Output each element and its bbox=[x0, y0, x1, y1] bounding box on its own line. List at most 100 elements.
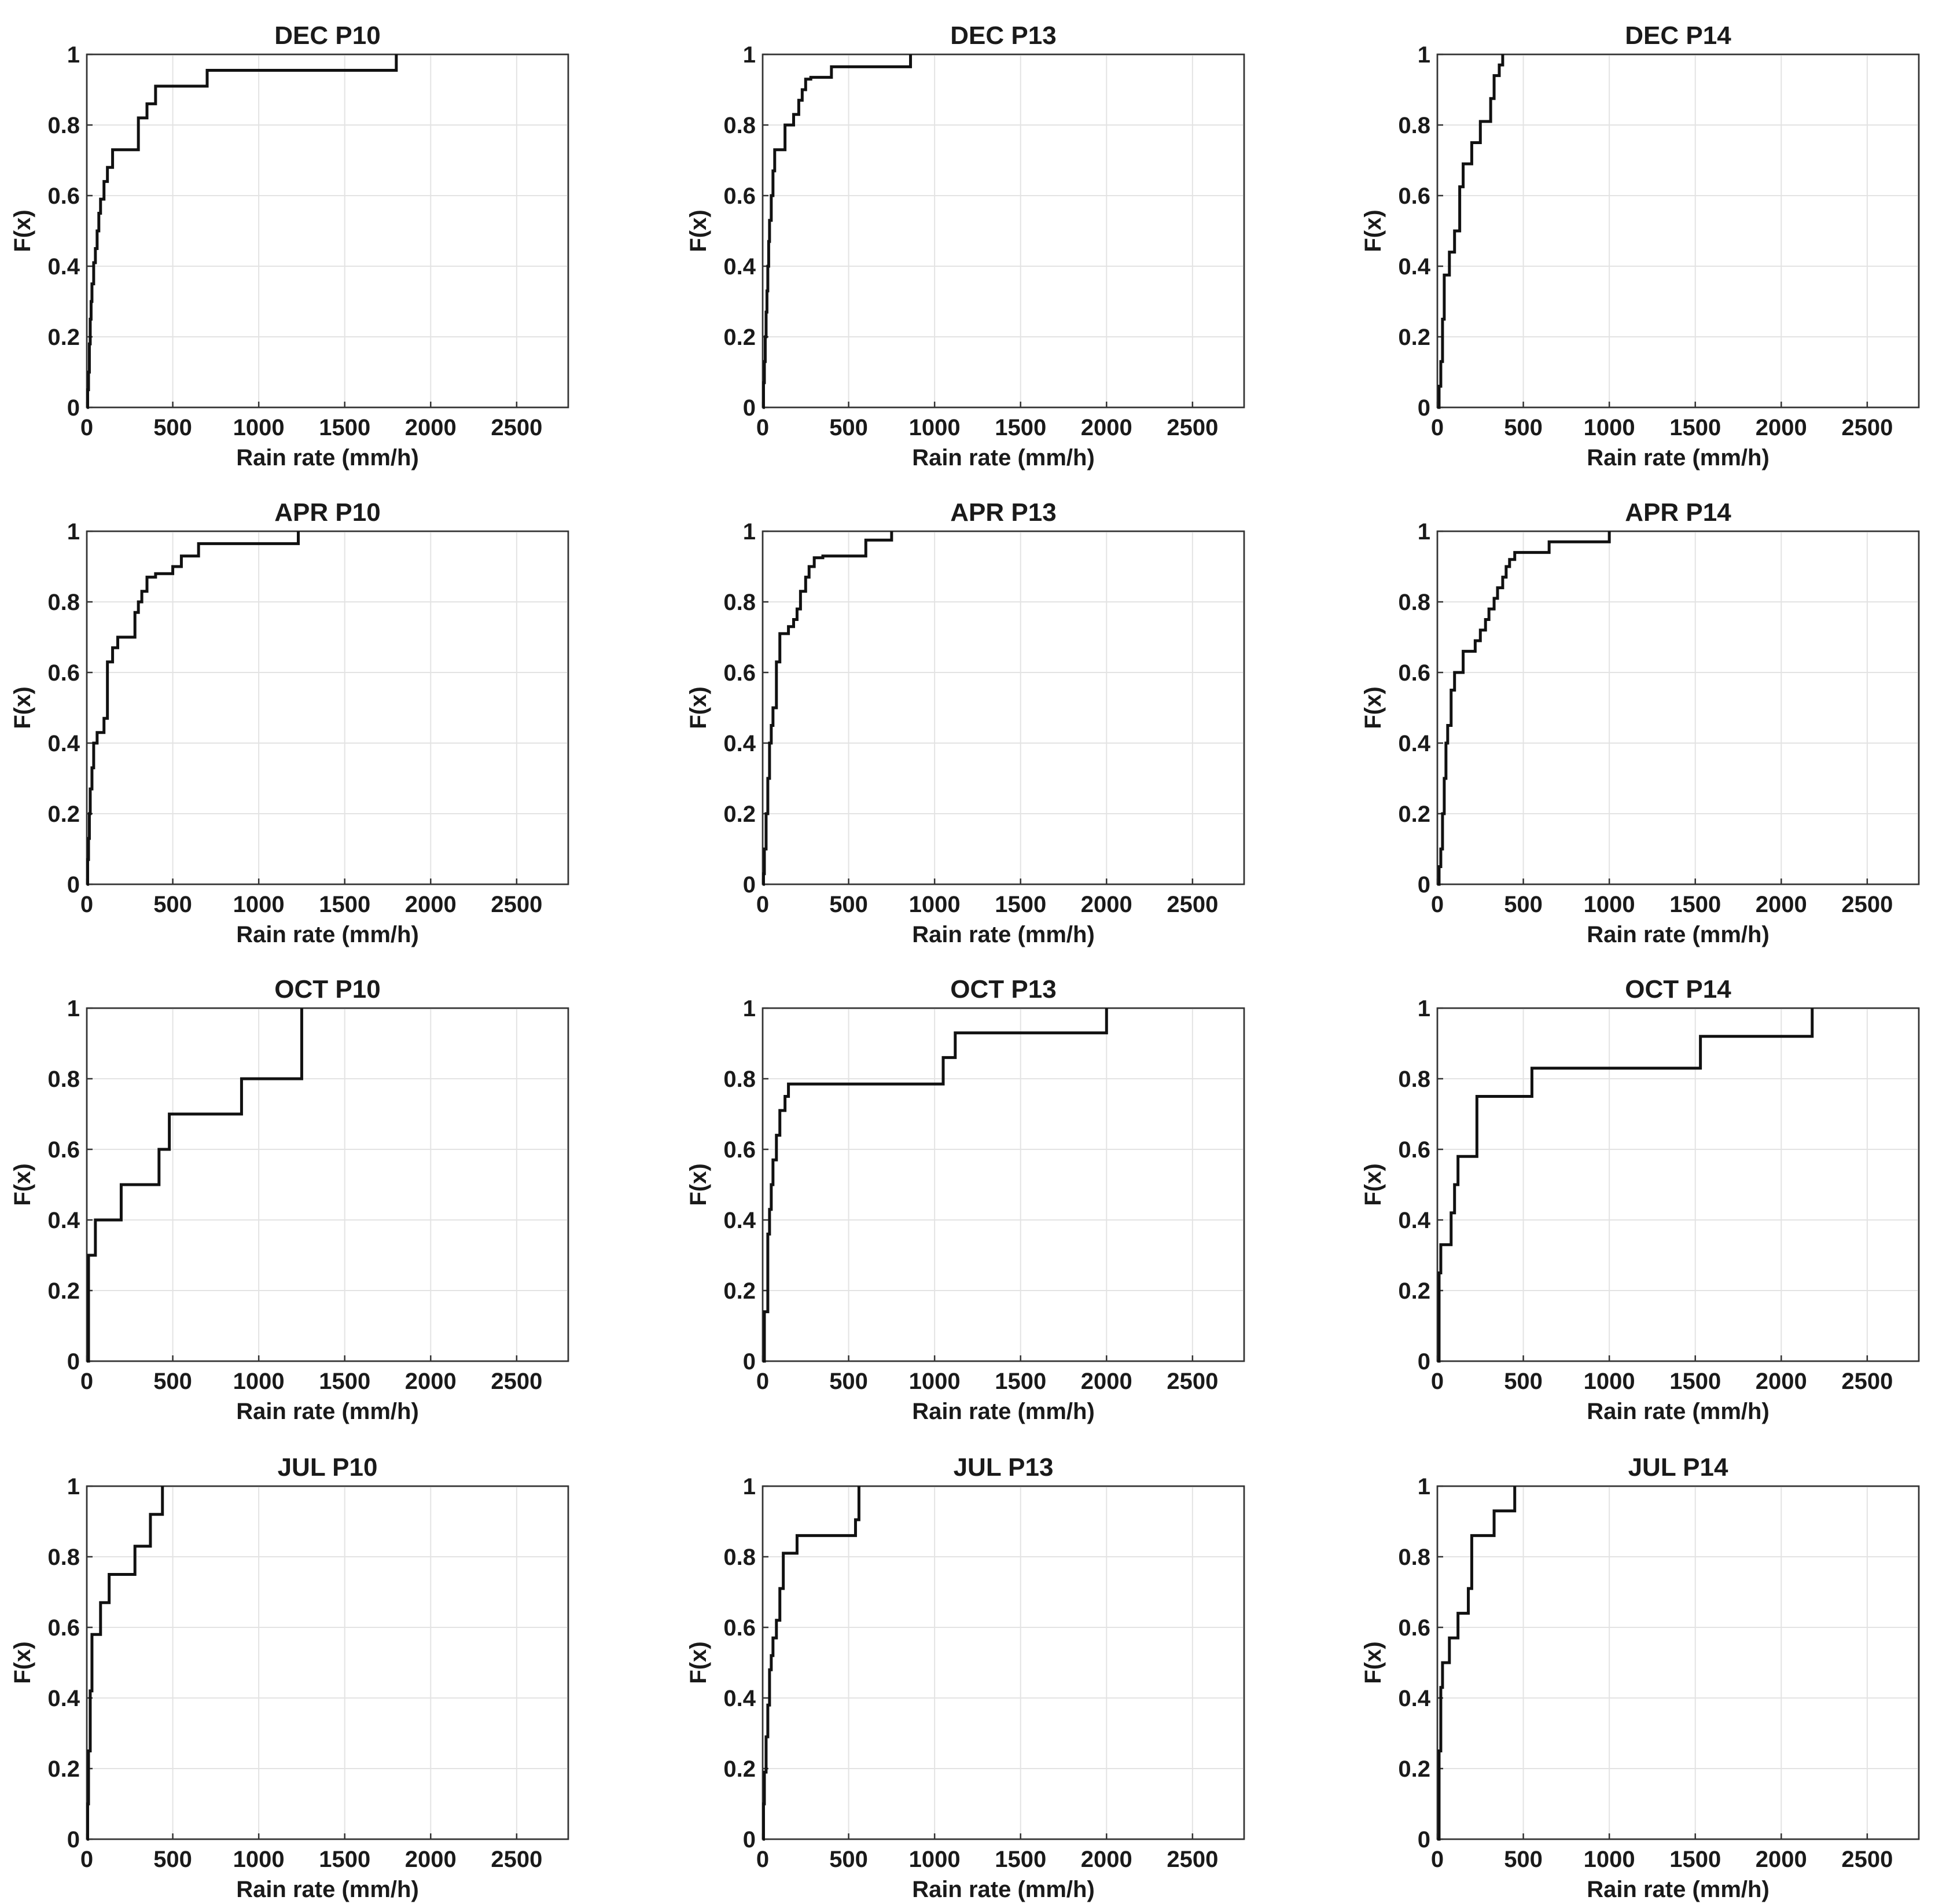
y-tick-label: 1 bbox=[743, 1474, 756, 1499]
x-axis-label: Rain rate (mm/h) bbox=[912, 922, 1095, 947]
y-tick-label: 1 bbox=[1418, 996, 1430, 1021]
x-tick-label: 1000 bbox=[1584, 1369, 1635, 1394]
x-tick-label: 2500 bbox=[491, 1369, 542, 1394]
axes-frame bbox=[1436, 1007, 1920, 1362]
x-tick-label: 2000 bbox=[1756, 415, 1807, 440]
x-tick-label: 1000 bbox=[909, 1369, 961, 1394]
y-tick-label: 1 bbox=[67, 42, 80, 68]
y-tick-label: 0.6 bbox=[47, 183, 80, 209]
y-tick-label: 0.4 bbox=[47, 731, 80, 756]
y-tick-label: 0.8 bbox=[1398, 1067, 1430, 1092]
y-tick-label: 0.4 bbox=[1398, 254, 1430, 280]
y-axis-label: F(x) bbox=[1360, 1163, 1386, 1205]
x-tick-label: 1000 bbox=[909, 892, 961, 917]
axes-box bbox=[86, 53, 569, 409]
chart-panel-10: 0 500 1000 1500 2000 2500 0 0.2 0.4 0.6 0.8 1 JUL P1… bbox=[686, 1453, 1245, 1902]
panel-title: APR P13 bbox=[950, 498, 1056, 527]
y-axis-label: F(x) bbox=[10, 686, 35, 729]
x-axis-label: Rain rate (mm/h) bbox=[912, 1877, 1095, 1902]
panel-title: OCT P13 bbox=[950, 975, 1056, 1004]
y-axis-label: F(x) bbox=[686, 209, 711, 252]
y-tick-label: 0.6 bbox=[47, 660, 80, 686]
panel-title: APR P14 bbox=[1625, 498, 1731, 527]
y-tick-label: 0.2 bbox=[1398, 802, 1430, 827]
chart-panel-1: 0 500 1000 1500 2000 2500 0 0.2 0.4 0.6 0.8 1 DEC P1… bbox=[686, 21, 1245, 471]
y-tick-label: 0.4 bbox=[47, 1208, 80, 1233]
x-tick-label: 2500 bbox=[491, 892, 542, 917]
y-tick-label: 0.4 bbox=[47, 254, 80, 280]
x-tick-label: 0 bbox=[756, 415, 769, 440]
x-tick-label: 1000 bbox=[1584, 892, 1635, 917]
x-tick-label: 1500 bbox=[1669, 1847, 1721, 1872]
chart-panel-4: 0 500 1000 1500 2000 2500 0 0.2 0.4 0.6 0.8 1 APR P1… bbox=[686, 498, 1245, 947]
y-tick-label: 0.2 bbox=[723, 1278, 756, 1304]
cdf-series-line bbox=[763, 1008, 1108, 1363]
x-tick-label: 2500 bbox=[491, 415, 542, 440]
y-tick-label: 0 bbox=[67, 1827, 80, 1852]
panel-title: OCT P10 bbox=[274, 975, 380, 1004]
x-tick-label: 0 bbox=[1431, 1369, 1444, 1394]
x-tick-label: 500 bbox=[1504, 1847, 1543, 1872]
x-tick-label: 1500 bbox=[319, 1369, 370, 1394]
x-tick-label: 2500 bbox=[1167, 892, 1218, 917]
y-tick-label: 1 bbox=[743, 519, 756, 545]
cdf-series-line bbox=[1437, 1486, 1517, 1841]
y-tick-label: 0.8 bbox=[1398, 1545, 1430, 1570]
axes-box bbox=[762, 1485, 1245, 1840]
y-tick-label: 0.6 bbox=[47, 1615, 80, 1641]
x-tick-label: 500 bbox=[829, 1369, 868, 1394]
x-tick-label: 1000 bbox=[233, 1847, 285, 1872]
y-tick-label: 1 bbox=[67, 996, 80, 1021]
y-tick-label: 1 bbox=[1418, 1474, 1430, 1499]
axes-frame bbox=[86, 53, 569, 409]
y-tick-label: 0 bbox=[743, 395, 756, 421]
y-tick-label: 0.8 bbox=[1398, 590, 1430, 615]
x-tick-label: 0 bbox=[756, 1847, 769, 1872]
panel-title: DEC P13 bbox=[950, 21, 1056, 50]
y-axis-label: F(x) bbox=[10, 1641, 35, 1684]
axes-box bbox=[1436, 530, 1920, 885]
y-tick-label: 0.4 bbox=[723, 254, 756, 280]
y-axis-label: F(x) bbox=[686, 1163, 711, 1205]
x-axis-label: Rain rate (mm/h) bbox=[1587, 1877, 1770, 1902]
y-tick-label: 1 bbox=[743, 42, 756, 68]
x-tick-label: 0 bbox=[80, 892, 93, 917]
x-tick-label: 1000 bbox=[1584, 415, 1635, 440]
y-tick-label: 0 bbox=[67, 872, 80, 898]
x-tick-label: 2000 bbox=[405, 1369, 457, 1394]
x-tick-label: 500 bbox=[153, 1847, 192, 1872]
y-tick-label: 0 bbox=[1418, 1349, 1430, 1374]
y-tick-label: 0 bbox=[743, 1827, 756, 1852]
x-tick-label: 1000 bbox=[909, 1847, 961, 1872]
y-tick-label: 0 bbox=[1418, 1827, 1430, 1852]
x-tick-label: 1500 bbox=[319, 1847, 370, 1872]
x-tick-label: 2000 bbox=[1081, 415, 1132, 440]
x-tick-label: 1500 bbox=[995, 1847, 1046, 1872]
panel-title: DEC P10 bbox=[274, 21, 380, 50]
y-axis-label: F(x) bbox=[686, 1641, 711, 1684]
axes-frame bbox=[762, 1007, 1245, 1362]
x-tick-label: 2500 bbox=[1841, 1369, 1893, 1394]
y-tick-label: 0.6 bbox=[1398, 660, 1430, 686]
y-tick-label: 1 bbox=[1418, 42, 1430, 68]
y-tick-label: 1 bbox=[1418, 519, 1430, 545]
y-tick-label: 0.6 bbox=[1398, 1137, 1430, 1163]
y-tick-label: 0 bbox=[743, 872, 756, 898]
axes-box bbox=[762, 530, 1245, 885]
y-tick-label: 0 bbox=[1418, 395, 1430, 421]
x-tick-label: 500 bbox=[153, 1369, 192, 1394]
axes-box bbox=[86, 1485, 569, 1840]
x-axis-label: Rain rate (mm/h) bbox=[1587, 1399, 1770, 1424]
axes-frame bbox=[1436, 53, 1920, 409]
y-tick-label: 0.8 bbox=[723, 590, 756, 615]
x-tick-label: 1500 bbox=[319, 415, 370, 440]
y-tick-label: 0.4 bbox=[1398, 1208, 1430, 1233]
x-tick-label: 500 bbox=[1504, 415, 1543, 440]
y-axis-label: F(x) bbox=[10, 1163, 35, 1205]
axes-frame bbox=[762, 530, 1245, 885]
x-tick-label: 1500 bbox=[995, 1369, 1046, 1394]
y-tick-label: 0 bbox=[1418, 872, 1430, 898]
chart-panel-6: 0 500 1000 1500 2000 2500 0 0.2 0.4 0.6 0.8 1 OCT P1… bbox=[10, 975, 569, 1424]
x-tick-label: 2000 bbox=[1756, 1369, 1807, 1394]
